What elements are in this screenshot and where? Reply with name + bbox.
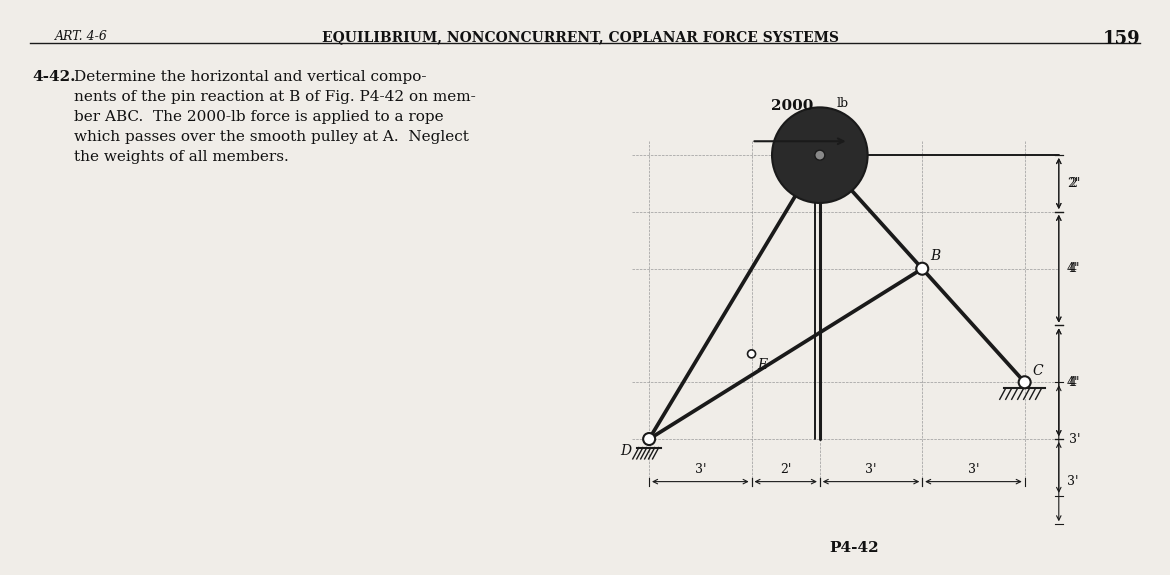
Text: 4': 4' [1067,375,1079,389]
Text: 4-42.: 4-42. [32,70,76,84]
Text: the weights of all members.: the weights of all members. [74,150,289,164]
Text: 3': 3' [695,463,706,476]
Text: 3': 3' [1068,432,1080,446]
Circle shape [644,433,655,445]
Text: 4': 4' [1068,262,1080,275]
Text: nents of the pin reaction at B of Fig. P4-42 on mem-: nents of the pin reaction at B of Fig. P… [74,90,476,104]
Circle shape [772,108,868,203]
Text: ber ABC.  The 2000-lb force is applied to a rope: ber ABC. The 2000-lb force is applied to… [74,110,443,124]
Text: 2': 2' [1068,177,1080,190]
Text: 4': 4' [1068,375,1080,389]
Text: which passes over the smooth pulley at A.  Neglect: which passes over the smooth pulley at A… [74,130,469,144]
Text: C: C [1033,364,1044,378]
Text: 3': 3' [866,463,876,476]
Text: 3': 3' [968,463,979,476]
Text: Determine the horizontal and vertical compo-: Determine the horizontal and vertical co… [74,70,427,84]
Text: 2': 2' [780,463,791,476]
Circle shape [814,150,825,160]
Text: 2000: 2000 [771,99,813,113]
Text: 159: 159 [1102,30,1140,48]
Text: B: B [930,249,941,263]
Text: 4': 4' [1067,262,1079,275]
Text: P4-42: P4-42 [830,541,879,555]
Text: D: D [620,444,631,458]
Circle shape [748,350,756,358]
Text: 2': 2' [1067,177,1079,190]
Circle shape [1019,376,1031,388]
Text: EQUILIBRIUM, NONCONCURRENT, COPLANAR FORCE SYSTEMS: EQUILIBRIUM, NONCONCURRENT, COPLANAR FOR… [322,30,839,44]
Text: E: E [757,358,768,372]
Circle shape [916,263,928,275]
Text: lb: lb [837,97,849,110]
Text: 3': 3' [1067,475,1079,488]
Text: ART. 4-6: ART. 4-6 [55,30,108,43]
